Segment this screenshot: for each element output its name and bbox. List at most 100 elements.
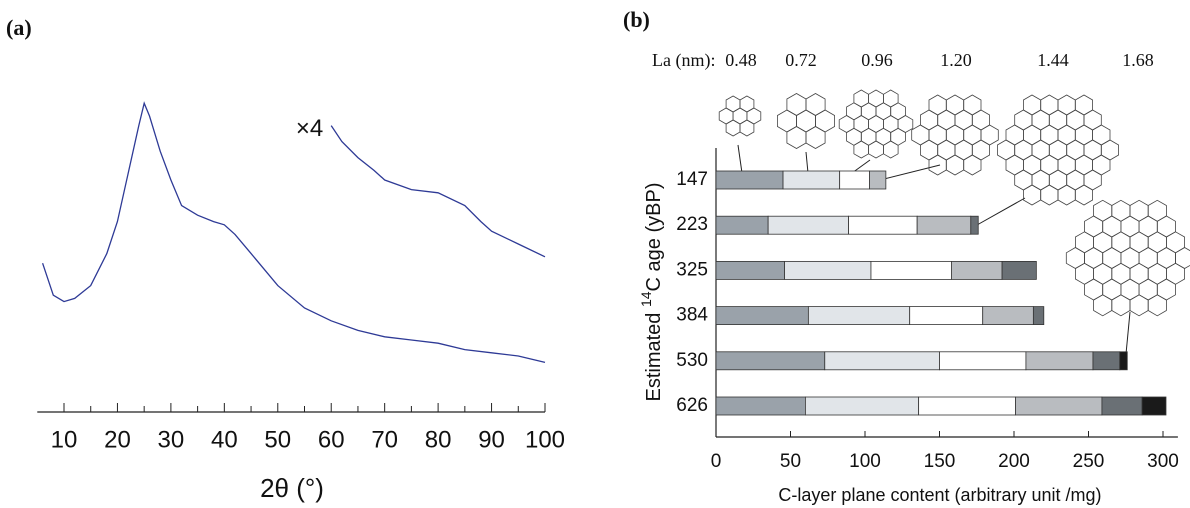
y-tick-label: 147: [676, 169, 708, 190]
x-tick-label: 80: [425, 426, 452, 453]
x-tick-label: 70: [371, 426, 398, 453]
bar-segment: [909, 306, 984, 326]
y-axis-title-part: 14: [638, 291, 654, 307]
x-axis-title: C-layer plane content (arbitrary unit /m…: [778, 485, 1101, 505]
hexagon: [1093, 199, 1113, 222]
hexagon: [963, 124, 982, 146]
x-tick-label: 30: [158, 426, 185, 453]
hexagon: [1083, 139, 1102, 161]
y-axis-title: Estimated 14C age (yBP): [638, 183, 666, 402]
hexagon: [1083, 109, 1102, 131]
hexagon: [1156, 215, 1176, 238]
leader-line: [976, 197, 1026, 226]
bar-segment: [1032, 306, 1045, 326]
hexagon: [1111, 231, 1131, 254]
hexagon: [920, 109, 939, 131]
bar-segment: [970, 215, 979, 235]
hexagon: [1075, 231, 1094, 254]
hexagon: [1120, 215, 1140, 238]
hexagon: [1005, 154, 1024, 176]
hexagon: [1129, 262, 1149, 285]
hexagon: [1074, 124, 1093, 146]
hexagon: [1066, 109, 1085, 131]
x-tick-label: 250: [1073, 451, 1105, 472]
hexagon: [1156, 247, 1176, 269]
hexagon: [920, 139, 939, 161]
bar-segment: [715, 306, 809, 326]
legend-label: 0.48: [725, 50, 757, 70]
graphene-icon: [997, 94, 1119, 206]
leader-line: [1125, 311, 1131, 355]
hexagon: [1040, 124, 1059, 146]
bar-segment: [1001, 260, 1037, 280]
hexagon: [1031, 169, 1050, 191]
hexagon: [945, 124, 965, 146]
bar-segment: [1015, 396, 1103, 416]
hexagon: [954, 139, 973, 161]
leader-lines: [737, 144, 1131, 355]
hexagon: [1147, 294, 1167, 317]
hexagon: [980, 124, 999, 146]
hexagon: [1092, 154, 1111, 176]
hexagon: [928, 94, 947, 116]
y-tick-label: 530: [676, 350, 708, 371]
x-tick-label: 50: [264, 426, 291, 453]
bar-segment: [848, 215, 918, 235]
x-tick-label: 10: [51, 426, 78, 453]
bar-segment: [805, 396, 920, 416]
y-axis-title-part: Estimated: [643, 307, 665, 401]
hexagon: [1175, 247, 1190, 269]
bar-segment: [807, 306, 911, 326]
hexagon: [1066, 169, 1085, 191]
graphene-icon: [911, 94, 999, 176]
hexagon: [1023, 154, 1042, 176]
panel-label: (b): [623, 7, 650, 32]
hexagon: [1093, 231, 1113, 254]
hexagon: [945, 94, 965, 116]
y-tick-label: 223: [676, 214, 708, 235]
x-tick-label: 50: [780, 451, 801, 472]
bar-segment: [1141, 396, 1167, 416]
hexagon: [1084, 215, 1104, 238]
hexagon: [1166, 231, 1185, 254]
hexagon: [1031, 139, 1050, 161]
panel-label: (a): [6, 15, 32, 40]
hexagon: [1138, 278, 1158, 301]
graphene-icon: [1065, 199, 1190, 317]
hexagon: [1129, 294, 1149, 317]
hexagon: [805, 126, 826, 149]
hexagon: [1057, 184, 1076, 206]
bar-segment: [951, 260, 1003, 280]
hexagon: [786, 93, 807, 116]
hexagon: [1100, 139, 1119, 161]
x-tick-label: 90: [478, 426, 505, 453]
hexagon: [805, 93, 826, 116]
hexagon: [1084, 278, 1104, 301]
hexagon: [963, 94, 982, 116]
bar-segment: [918, 396, 1016, 416]
hexagon: [1075, 262, 1094, 285]
x-axis-title: 2θ (°): [260, 473, 324, 503]
hexagon: [1065, 247, 1085, 269]
hexagon: [937, 139, 956, 161]
hexagon: [928, 124, 947, 146]
hexagon: [1102, 278, 1122, 301]
hexagon: [1093, 262, 1113, 285]
hexagon: [1111, 294, 1131, 317]
y-axis-title-part: C age (yBP): [643, 183, 665, 292]
hexagon: [1014, 169, 1033, 191]
hexagon: [1005, 124, 1024, 146]
hexagon: [1074, 154, 1093, 176]
hexagon: [1102, 215, 1122, 238]
hexagon: [1102, 247, 1122, 269]
hexagon: [1057, 94, 1076, 116]
hexagon: [1031, 109, 1050, 131]
x-tick-label: 300: [1147, 451, 1179, 472]
graphene-icon: [838, 89, 914, 159]
hexagon: [1147, 199, 1167, 222]
hexagon: [1083, 169, 1102, 191]
bar-segment: [1092, 351, 1121, 371]
hexagon: [883, 140, 899, 159]
x-tick-label: 20: [104, 426, 131, 453]
hexagon: [911, 124, 930, 146]
